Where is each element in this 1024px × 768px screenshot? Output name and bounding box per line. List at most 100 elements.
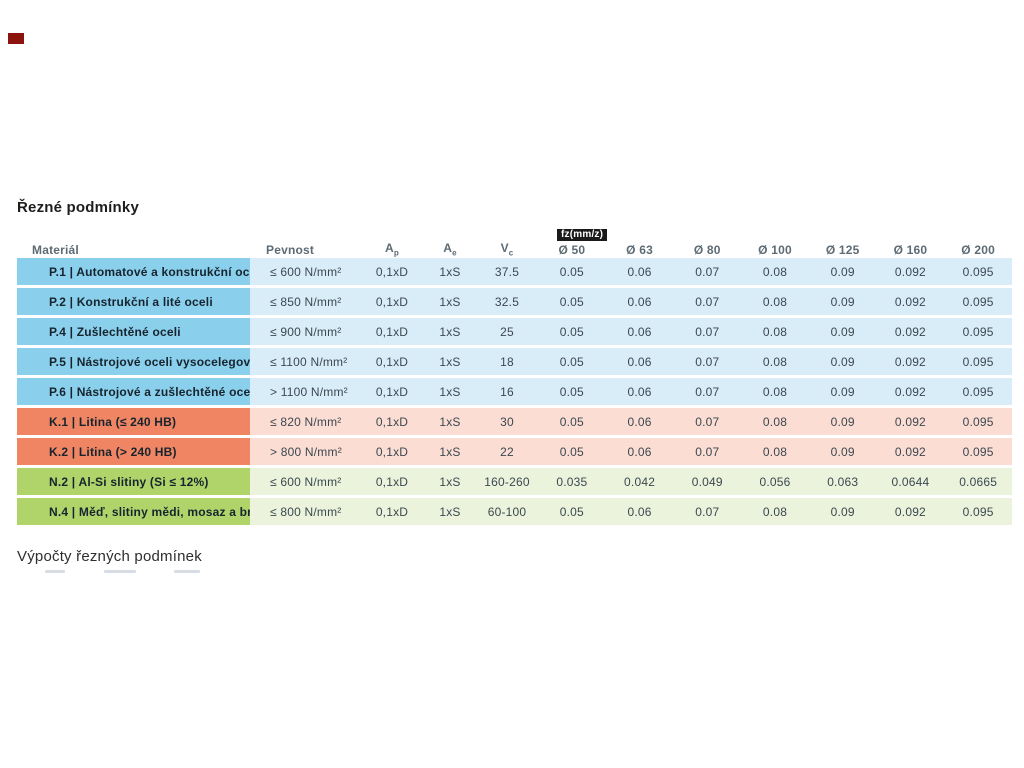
column-header-strength: Pevnost	[266, 243, 315, 257]
footer-heading: Výpočty řezných podmínek	[17, 548, 202, 565]
cell-fz: 0.09	[808, 498, 877, 525]
cell-ap: 0,1xD	[360, 408, 424, 435]
cell-fz: 0.035	[538, 468, 606, 495]
cell-fz: 0.049	[673, 468, 742, 495]
cell-material: P.5 | Nástrojové oceli vysocelegované	[17, 348, 271, 375]
cell-fz: 0.095	[944, 498, 1012, 525]
cell-vc: 16	[476, 378, 538, 405]
cell-vc: 30	[476, 408, 538, 435]
cell-fz: 0.08	[741, 318, 809, 345]
cell-ap: 0,1xD	[360, 318, 424, 345]
cell-vc: 160-260	[476, 468, 538, 495]
column-header-d200: Ø 200	[961, 243, 995, 257]
cell-material: P.2 | Konstrukční a lité oceli	[17, 288, 250, 315]
cell-material: K.1 | Litina (≤ 240 HB)	[17, 408, 250, 435]
cell-fz: 0.095	[944, 348, 1012, 375]
table-header-row: Materiál Pevnost Ap Ae Vc Ø 50 Ø 63 Ø 80…	[17, 228, 1012, 258]
cell-fz: 0.06	[605, 438, 674, 465]
cell-ae: 1xS	[424, 468, 476, 495]
cell-fz: 0.09	[808, 258, 877, 285]
table-body: P.1 | Automatové a konstrukční oceli ≤ 6…	[17, 258, 1012, 525]
cell-vc: 32.5	[476, 288, 538, 315]
cell-strength: ≤ 820 N/mm²	[250, 408, 360, 435]
column-header-d100: Ø 100	[758, 243, 792, 257]
cell-fz: 0.05	[538, 438, 606, 465]
cell-fz: 0.0644	[876, 468, 945, 495]
cell-vc: 25	[476, 318, 538, 345]
cell-fz: 0.08	[741, 408, 809, 435]
column-header-d50: Ø 50	[558, 243, 586, 257]
cell-fz: 0.07	[673, 498, 742, 525]
column-header-d63: Ø 63	[626, 243, 653, 257]
cell-fz: 0.08	[741, 438, 809, 465]
cell-material: P.4 | Zušlechtěné oceli	[17, 318, 250, 345]
cell-ae: 1xS	[424, 318, 476, 345]
cell-fz: 0.08	[741, 498, 809, 525]
table-row: N.2 | Al-Si slitiny (Si ≤ 12%) ≤ 600 N/m…	[17, 468, 1012, 495]
cell-ae: 1xS	[424, 258, 476, 285]
fz-unit-badge: fz(mm/z)	[557, 229, 608, 241]
cell-strength: ≤ 1100 N/mm²	[250, 348, 360, 375]
cell-fz: 0.092	[876, 438, 945, 465]
cell-fz: 0.06	[605, 258, 674, 285]
cell-fz: 0.092	[876, 288, 945, 315]
cell-fz: 0.05	[538, 498, 606, 525]
cell-strength: ≤ 600 N/mm²	[250, 468, 360, 495]
cell-fz: 0.05	[538, 408, 606, 435]
column-header-material: Materiál	[32, 243, 79, 257]
cell-fz: 0.09	[808, 408, 877, 435]
cell-fz: 0.09	[808, 348, 877, 375]
cell-vc: 22	[476, 438, 538, 465]
cell-fz: 0.07	[673, 438, 742, 465]
cell-fz: 0.0665	[944, 468, 1012, 495]
cell-fz: 0.07	[673, 408, 742, 435]
cell-fz: 0.07	[673, 258, 742, 285]
cell-strength: > 1100 N/mm²	[250, 378, 360, 405]
cell-fz: 0.09	[808, 378, 877, 405]
cell-fz: 0.08	[741, 258, 809, 285]
cell-strength: ≤ 850 N/mm²	[250, 288, 360, 315]
cell-strength: ≤ 600 N/mm²	[250, 258, 360, 285]
cell-material: N.2 | Al-Si slitiny (Si ≤ 12%)	[17, 468, 250, 495]
cell-material: P.6 | Nástrojové a zušlechtěné oceli	[17, 378, 257, 405]
cell-strength: ≤ 900 N/mm²	[250, 318, 360, 345]
cell-fz: 0.07	[673, 288, 742, 315]
cell-fz: 0.05	[538, 258, 606, 285]
cell-ae: 1xS	[424, 438, 476, 465]
cell-fz: 0.06	[605, 378, 674, 405]
cell-fz: 0.092	[876, 258, 945, 285]
cell-ae: 1xS	[424, 348, 476, 375]
clipped-text-fragment	[45, 570, 65, 573]
cell-fz: 0.056	[741, 468, 809, 495]
cell-ap: 0,1xD	[360, 348, 424, 375]
cell-ae: 1xS	[424, 498, 476, 525]
table-row: P.2 | Konstrukční a lité oceli ≤ 850 N/m…	[17, 288, 1012, 315]
cell-fz: 0.095	[944, 258, 1012, 285]
cell-strength: > 800 N/mm²	[250, 438, 360, 465]
cell-fz: 0.06	[605, 288, 674, 315]
cutting-conditions-table: Materiál Pevnost Ap Ae Vc Ø 50 Ø 63 Ø 80…	[17, 228, 1012, 528]
cell-fz: 0.09	[808, 318, 877, 345]
cell-fz: 0.063	[808, 468, 877, 495]
table-row: P.6 | Nástrojové a zušlechtěné oceli > 1…	[17, 378, 1012, 405]
cell-vc: 18	[476, 348, 538, 375]
cell-material: K.2 | Litina (> 240 HB)	[17, 438, 250, 465]
table-row: P.5 | Nástrojové oceli vysocelegované ≤ …	[17, 348, 1012, 375]
cell-fz: 0.092	[876, 318, 945, 345]
cell-fz: 0.05	[538, 348, 606, 375]
cell-fz: 0.095	[944, 318, 1012, 345]
page-title: Řezné podmínky	[17, 199, 139, 216]
cell-fz: 0.06	[605, 348, 674, 375]
table-row: P.1 | Automatové a konstrukční oceli ≤ 6…	[17, 258, 1012, 285]
table-row: N.4 | Měď, slitiny mědi, mosaz a bronz ≤…	[17, 498, 1012, 525]
cell-fz: 0.092	[876, 348, 945, 375]
table-row: P.4 | Zušlechtěné oceli ≤ 900 N/mm² 0,1x…	[17, 318, 1012, 345]
red-marker	[8, 33, 24, 44]
column-header-d80: Ø 80	[693, 243, 721, 257]
column-header-d160: Ø 160	[893, 243, 928, 257]
cell-fz: 0.07	[673, 318, 742, 345]
clipped-text-fragment	[104, 570, 136, 573]
cell-vc: 37.5	[476, 258, 538, 285]
cell-fz: 0.07	[673, 378, 742, 405]
